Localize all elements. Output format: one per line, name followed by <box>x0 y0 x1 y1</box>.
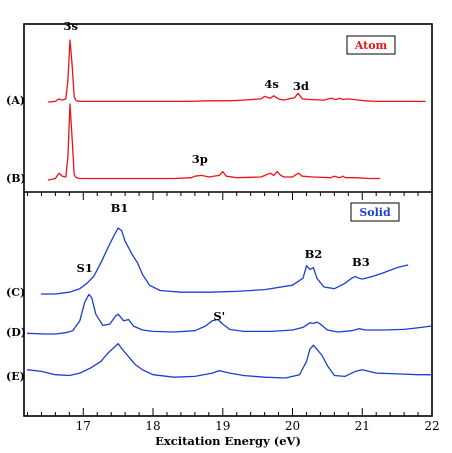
peak-annotations: 3s 4s 3d 3p B1 S1 B2 B3 S' <box>63 19 369 323</box>
trace-a <box>47 39 426 103</box>
row-labels: (A) (B) (C) (D) (E) <box>6 94 26 383</box>
legend-solid-label: Solid <box>359 206 391 219</box>
x-tick-label-17: 17 <box>76 419 91 433</box>
peak-label-3d: 3d <box>293 79 309 93</box>
legend-atom: Atom <box>346 35 396 55</box>
row-label-d: (D) <box>6 326 26 339</box>
peak-label-3s: 3s <box>63 19 77 33</box>
traces <box>26 39 432 379</box>
peak-label-3p: 3p <box>192 152 208 166</box>
trace-c <box>40 227 409 295</box>
peak-label-s1: S1 <box>77 261 93 275</box>
trace-b <box>47 103 381 181</box>
peak-label-b3: B3 <box>352 255 370 269</box>
x-tick-label-18: 18 <box>145 419 160 433</box>
peak-label-4s: 4s <box>264 77 278 91</box>
row-label-e: (E) <box>6 370 25 383</box>
row-label-c: (C) <box>6 286 25 299</box>
legend-solid-box <box>350 202 400 222</box>
x-tick-label-20: 20 <box>285 419 300 433</box>
plot-frame <box>23 23 433 417</box>
legend-atom-box <box>346 35 396 55</box>
row-label-a: (A) <box>6 94 25 107</box>
peak-label-sp: S' <box>213 309 225 323</box>
x-tick-label-19: 19 <box>215 419 230 433</box>
legend-atom-label: Atom <box>354 39 388 52</box>
peak-label-b1: B1 <box>111 201 129 215</box>
row-label-b: (B) <box>6 172 26 185</box>
legend-solid: Solid <box>350 202 400 222</box>
x-tick-label-22: 22 <box>424 419 439 433</box>
trace-d <box>26 293 432 335</box>
x-tick-label-21: 21 <box>355 419 370 433</box>
trace-e <box>26 342 432 379</box>
x-axis-ticks: 17 18 19 20 21 22 <box>26 192 440 433</box>
peak-label-b2: B2 <box>305 247 323 261</box>
x-axis-label: Excitation Energy (eV) <box>155 434 301 448</box>
